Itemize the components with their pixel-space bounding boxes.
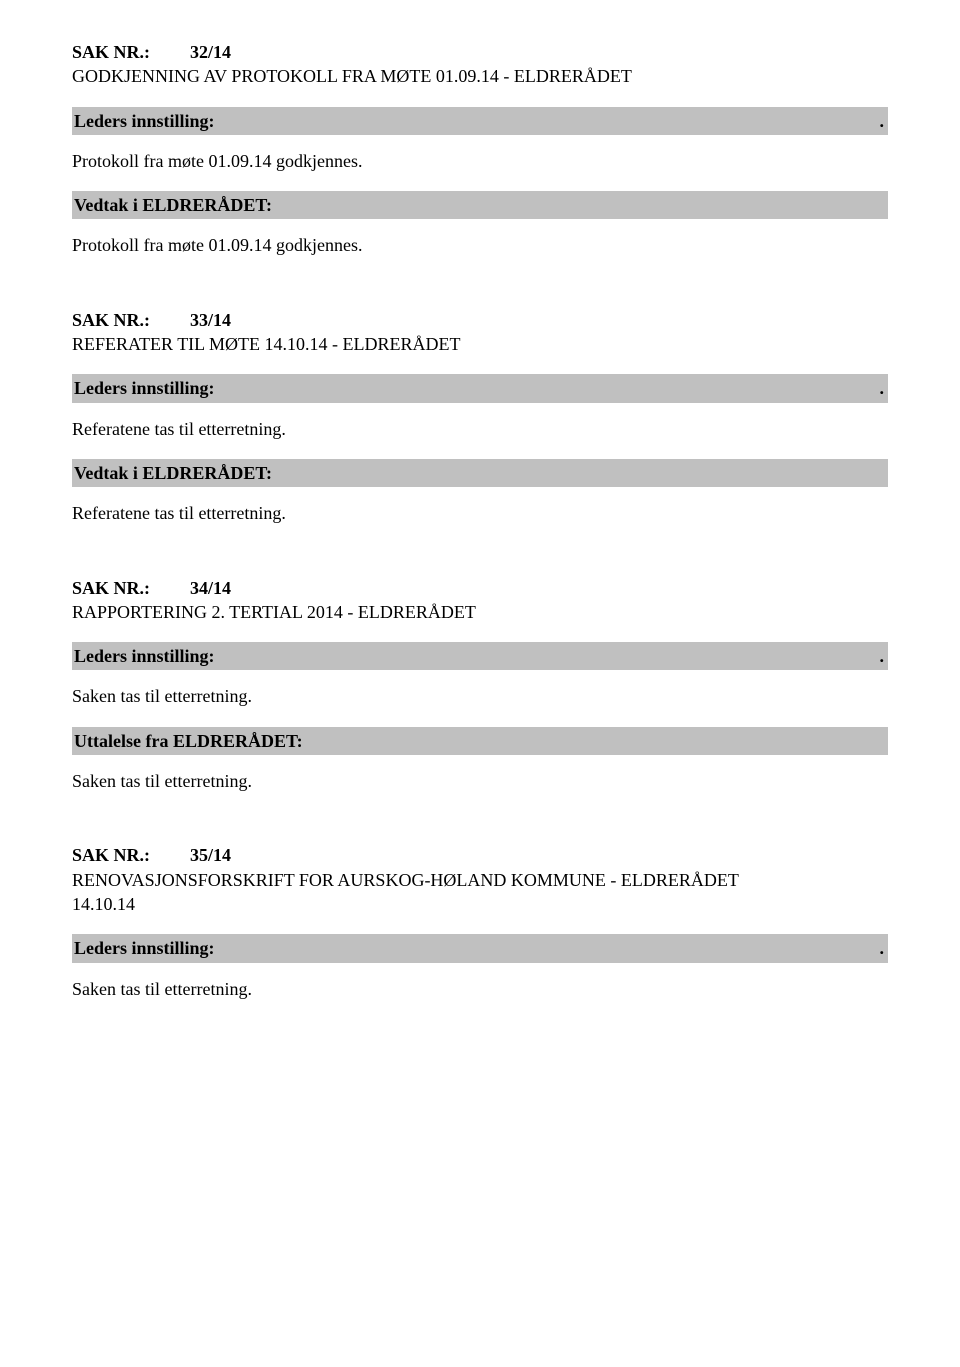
sak-label: SAK NR.: (72, 308, 150, 332)
innstilling-text: Saken tas til etterretning. (72, 684, 888, 708)
uttalelse-label: Uttalelse fra ELDRERÅDET: (74, 729, 303, 753)
sak-title: RAPPORTERING 2. TERTIAL 2014 - ELDRERÅDE… (72, 600, 888, 624)
sak-header: SAK NR.: 33/14 REFERATER TIL MØTE 14.10.… (72, 308, 888, 357)
sak-header: SAK NR.: 32/14 GODKJENNING AV PROTOKOLL … (72, 40, 888, 89)
leders-innstilling-bar: Leders innstilling: . (72, 107, 888, 135)
sak-number-line: SAK NR.: 35/14 (72, 843, 888, 867)
section-gap (72, 532, 888, 576)
vedtak-bar: Vedtak i ELDRERÅDET: (72, 191, 888, 219)
sak-title: REFERATER TIL MØTE 14.10.14 - ELDRERÅDET (72, 332, 888, 356)
sak-number: 33/14 (190, 308, 231, 332)
sak-number: 34/14 (190, 576, 231, 600)
sak-number-line: SAK NR.: 32/14 (72, 40, 888, 64)
vedtak-text: Referatene tas til etterretning. (72, 501, 888, 525)
sak-number-line: SAK NR.: 34/14 (72, 576, 888, 600)
sak-number-line: SAK NR.: 33/14 (72, 308, 888, 332)
leders-innstilling-label: Leders innstilling: (74, 936, 215, 960)
vedtak-label: Vedtak i ELDRERÅDET: (74, 193, 272, 217)
section-gap (72, 799, 888, 843)
uttalelse-bar: Uttalelse fra ELDRERÅDET: (72, 727, 888, 755)
sak-32-14: SAK NR.: 32/14 GODKJENNING AV PROTOKOLL … (72, 40, 888, 258)
innstilling-text: Referatene tas til etterretning. (72, 417, 888, 441)
sak-35-14: SAK NR.: 35/14 RENOVASJONSFORSKRIFT FOR … (72, 843, 888, 1000)
trailing-dot: . (880, 936, 885, 960)
sak-label: SAK NR.: (72, 576, 150, 600)
vedtak-bar: Vedtak i ELDRERÅDET: (72, 459, 888, 487)
innstilling-text: Protokoll fra møte 01.09.14 godkjennes. (72, 149, 888, 173)
sak-33-14: SAK NR.: 33/14 REFERATER TIL MØTE 14.10.… (72, 308, 888, 526)
leders-innstilling-label: Leders innstilling: (74, 644, 215, 668)
leders-innstilling-label: Leders innstilling: (74, 109, 215, 133)
innstilling-text: Saken tas til etterretning. (72, 977, 888, 1001)
sak-header: SAK NR.: 34/14 RAPPORTERING 2. TERTIAL 2… (72, 576, 888, 625)
sak-title-line2: 14.10.14 (72, 892, 888, 916)
trailing-dot: . (880, 376, 885, 400)
sak-34-14: SAK NR.: 34/14 RAPPORTERING 2. TERTIAL 2… (72, 576, 888, 794)
trailing-dot: . (880, 109, 885, 133)
leders-innstilling-bar: Leders innstilling: . (72, 934, 888, 962)
vedtak-text: Protokoll fra møte 01.09.14 godkjennes. (72, 233, 888, 257)
sak-title: GODKJENNING AV PROTOKOLL FRA MØTE 01.09.… (72, 64, 888, 88)
sak-header: SAK NR.: 35/14 RENOVASJONSFORSKRIFT FOR … (72, 843, 888, 916)
sak-label: SAK NR.: (72, 40, 150, 64)
sak-number: 35/14 (190, 843, 231, 867)
section-gap (72, 264, 888, 308)
leders-innstilling-label: Leders innstilling: (74, 376, 215, 400)
trailing-dot: . (880, 644, 885, 668)
vedtak-label: Vedtak i ELDRERÅDET: (74, 461, 272, 485)
sak-number: 32/14 (190, 40, 231, 64)
leders-innstilling-bar: Leders innstilling: . (72, 374, 888, 402)
leders-innstilling-bar: Leders innstilling: . (72, 642, 888, 670)
uttalelse-text: Saken tas til etterretning. (72, 769, 888, 793)
sak-title-line1: RENOVASJONSFORSKRIFT FOR AURSKOG-HØLAND … (72, 868, 888, 892)
sak-label: SAK NR.: (72, 843, 150, 867)
